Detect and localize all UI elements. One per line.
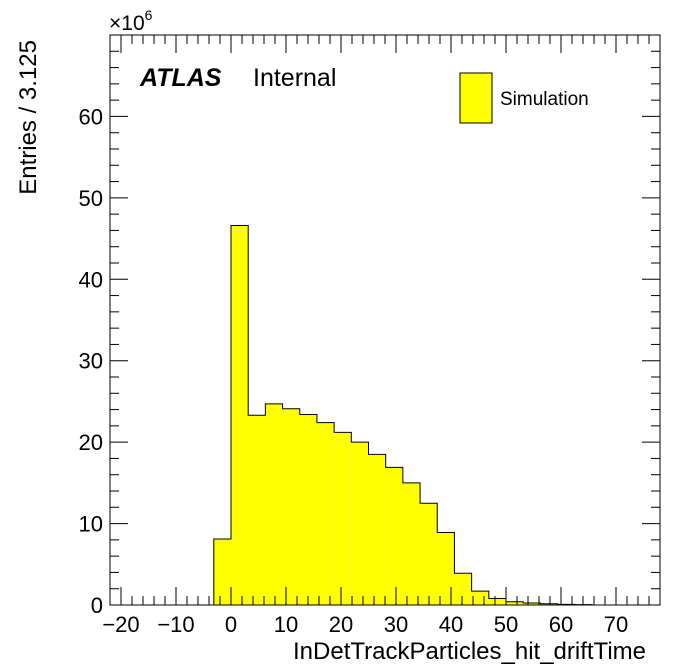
y-axis-multiplier: ×106 (109, 7, 153, 35)
histogram-bars (213, 225, 593, 606)
histogram-bar (488, 598, 506, 605)
y-axis-ticks: 0 10 20 30 40 50 60 (79, 34, 660, 618)
x-tick-label: 0 (225, 612, 237, 637)
histogram-bar (213, 539, 231, 605)
x-tick-label: 30 (384, 612, 408, 637)
histogram-bar (385, 467, 403, 605)
y-axis-title: Entries / 3.125 (15, 40, 42, 195)
histogram-outline (213, 225, 593, 606)
plot-frame (109, 34, 661, 606)
y-tick-label: 10 (79, 512, 103, 537)
histogram-bar (248, 415, 266, 605)
histogram-bar (282, 408, 300, 605)
y-tick-label: 30 (79, 349, 103, 374)
internal-label: Internal (253, 64, 336, 92)
histogram-bar (265, 403, 283, 605)
histogram-bar (454, 573, 472, 605)
histogram-bar (351, 442, 369, 605)
x-tick-label: 40 (439, 612, 463, 637)
y-tick-label: 0 (91, 593, 103, 618)
histogram-bar (437, 532, 455, 605)
histogram-bar (316, 422, 335, 605)
x-tick-label: −10 (157, 612, 194, 637)
atlas-label: ATLAS (139, 64, 222, 92)
histogram-bar (506, 601, 524, 605)
x-tick-label: 50 (494, 612, 518, 637)
x-tick-label: 70 (604, 612, 628, 637)
y-tick-label: 40 (79, 267, 103, 292)
histogram-bar (420, 503, 438, 605)
histogram-bar (540, 603, 558, 605)
histogram-bar (402, 482, 421, 605)
histogram-bar (523, 602, 541, 605)
y-axis-multiplier-exponent: 6 (145, 7, 153, 23)
histogram-bar (471, 591, 489, 605)
histogram-bar (368, 454, 386, 605)
legend-label-simulation: Simulation (500, 89, 589, 110)
x-tick-label: 60 (549, 612, 573, 637)
histogram-bar (299, 414, 317, 605)
y-tick-label: 60 (79, 104, 103, 129)
y-axis-multiplier-base: ×10 (109, 12, 145, 35)
x-tick-label: 10 (274, 612, 298, 637)
x-axis-title: InDetTrackParticles_hit_driftTime (293, 638, 646, 665)
x-tick-label: −20 (102, 612, 139, 637)
y-tick-label: 20 (79, 430, 103, 455)
histogram-bar (231, 225, 249, 606)
y-tick-label: 50 (79, 186, 103, 211)
histogram-bar (334, 432, 352, 605)
x-axis-ticks: −20 −10 0 10 20 30 40 50 60 70 (102, 35, 650, 637)
legend-swatch-simulation (459, 72, 493, 124)
x-tick-label: 20 (329, 612, 353, 637)
